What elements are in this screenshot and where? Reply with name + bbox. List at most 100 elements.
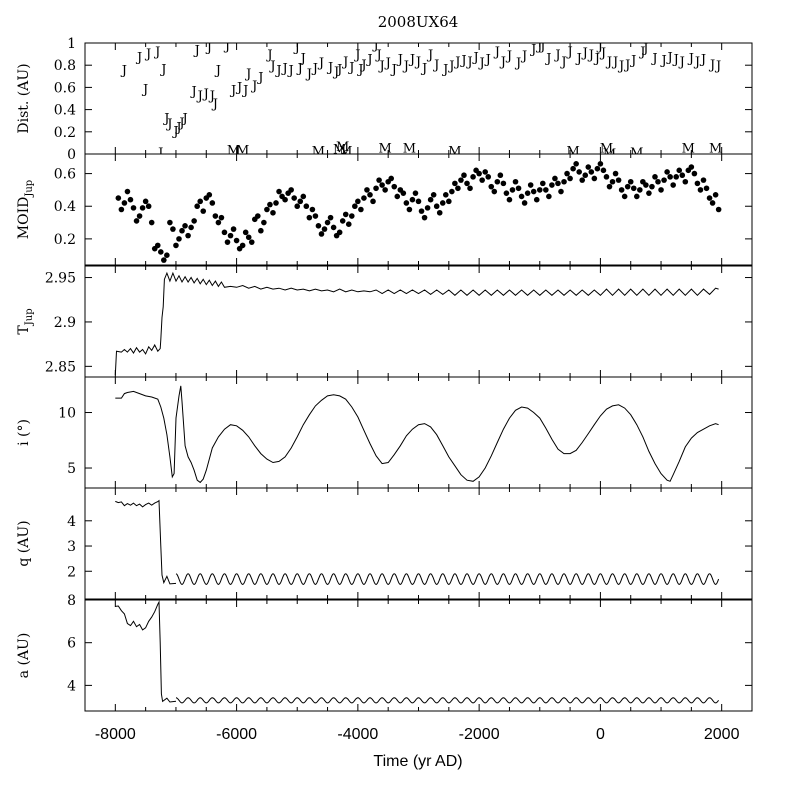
series-group (115, 160, 722, 263)
encounter-marker-J: J (666, 50, 673, 65)
moid-point (330, 224, 337, 231)
moid-point (439, 200, 446, 206)
moid-point (615, 177, 622, 183)
y-tick-label: 10 (58, 406, 76, 422)
encounter-marker-J: J (390, 63, 397, 78)
encounter-marker-J: J (326, 60, 333, 75)
encounter-marker-M: M (339, 145, 352, 160)
moid-point (467, 185, 473, 192)
encounter-marker-J: J (180, 111, 187, 126)
y-tick-label: 2.95 (45, 271, 76, 287)
moid-point (506, 196, 513, 203)
encounter-marker-M: M (448, 145, 461, 160)
encounter-marker-J: J (250, 79, 257, 94)
moid-point (582, 172, 589, 179)
encounter-marker-J: J (332, 65, 339, 80)
moid-point (515, 185, 522, 192)
moid-point (391, 183, 398, 190)
moid-point (403, 200, 410, 206)
moid-point (273, 200, 279, 206)
moid-point (452, 180, 458, 187)
series-group (115, 385, 719, 484)
moid-point (618, 187, 625, 193)
moid-point (588, 169, 595, 175)
moid-point (621, 193, 628, 200)
encounter-marker-M: M (566, 145, 579, 160)
moid-point (118, 206, 125, 213)
moid-point (661, 177, 667, 183)
moid-point (415, 198, 422, 205)
moid-point (503, 190, 510, 196)
encounter-marker-J: J (205, 40, 212, 55)
encounter-marker-J: J (171, 125, 178, 140)
encounter-marker-J: J (235, 80, 242, 95)
encounter-marker-J: J (162, 111, 169, 126)
moid-point (242, 229, 249, 236)
moid-point (433, 203, 440, 210)
moid-point (379, 182, 385, 188)
y-tick-label: 2 (67, 564, 76, 580)
panel-a: 4 6 8 a (AU) (16, 593, 753, 712)
y-tick-label: 0.8 (54, 58, 76, 74)
chart-title: 2008UX64 (378, 13, 459, 31)
moid-point (200, 208, 207, 214)
moid-point (597, 160, 604, 167)
moid-point (309, 206, 316, 213)
y-tick-label: 4 (67, 514, 76, 530)
encounter-marker-J: J (447, 59, 454, 74)
encounter-marker-J: J (280, 61, 287, 76)
encounter-marker-J: J (287, 64, 294, 79)
moid-point (336, 229, 343, 236)
moid-point (206, 192, 213, 198)
encounter-marker-J: J (356, 63, 363, 78)
moid-point (655, 178, 661, 185)
moid-point (209, 200, 216, 206)
encounter-marker-J: J (587, 48, 594, 63)
encounter-marker-J: J (465, 55, 472, 70)
encounter-marker-J: J (265, 48, 272, 63)
x-tick-label: 2000 (704, 726, 740, 743)
moid-point (224, 239, 231, 245)
moid-point (455, 185, 461, 192)
encounter-marker-J: J (453, 55, 460, 70)
moid-point (291, 195, 297, 201)
encounter-marker-J: J (441, 63, 448, 78)
moid-point (261, 219, 267, 226)
moid-point (536, 187, 543, 193)
moid-point (394, 193, 401, 200)
encounter-marker-M: M (630, 146, 643, 161)
moid-point (518, 193, 525, 200)
panel-moid: 0.2 0.4 0.6 MOIDJup (16, 153, 753, 266)
encounter-marker-J: J (174, 120, 181, 135)
moid-point (133, 218, 140, 224)
encounter-marker-J: J (396, 53, 403, 68)
moid-point (127, 196, 134, 203)
series-line (115, 499, 177, 585)
encounter-marker-J: J (559, 55, 566, 70)
moid-point (555, 180, 561, 187)
moid-point (497, 172, 504, 179)
encounter-marker-J: J (311, 61, 318, 76)
encounter-marker-J: J (426, 48, 433, 63)
encounter-marker-J: J (420, 61, 427, 76)
moid-point (370, 198, 376, 205)
moid-point (406, 206, 413, 213)
encounter-marker-J: J (299, 51, 306, 66)
encounter-marker-J: J (484, 53, 491, 68)
encounter-marker-J: J (196, 89, 203, 104)
moid-point (409, 196, 416, 203)
encounter-marker-J: J (629, 54, 636, 69)
encounter-marker-J: J (177, 116, 184, 131)
moid-point (412, 190, 419, 196)
encounter-marker-J: J (650, 51, 657, 66)
moid-point (430, 192, 437, 198)
y-axis-label: q (AU) (16, 520, 32, 566)
moid-point (339, 218, 346, 224)
y-tick-label: 0.2 (54, 125, 76, 141)
moid-point (436, 209, 443, 216)
encounter-marker-M: M (336, 140, 349, 155)
encounter-marker-J: J (211, 97, 218, 112)
series-line (175, 697, 719, 704)
